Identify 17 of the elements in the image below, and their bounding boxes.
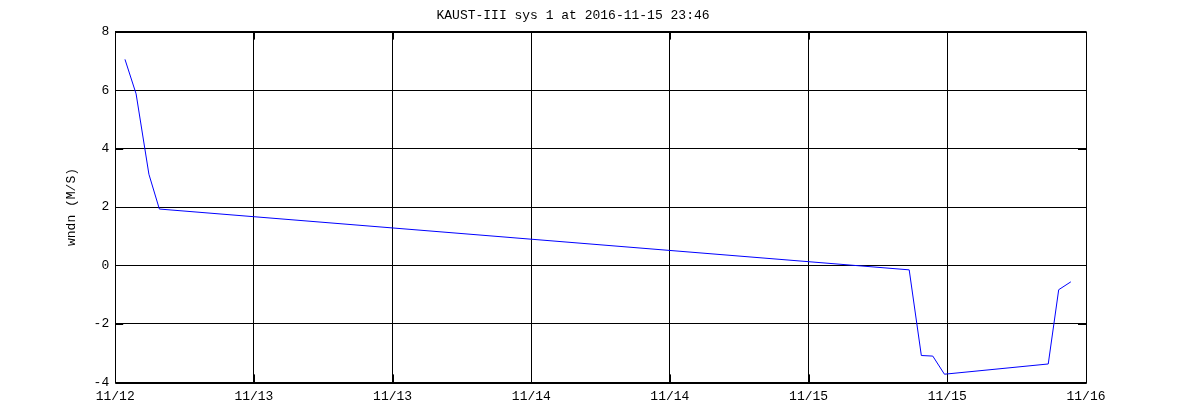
y-tick-label: 6 bbox=[101, 82, 110, 98]
x-tick-label: 11/16 bbox=[1066, 388, 1106, 404]
chart-title: KAUST-III sys 1 at 2016-11-15 23:46 bbox=[436, 8, 710, 24]
y-tick-label: -2 bbox=[93, 316, 110, 332]
x-tick-label: 11/13 bbox=[234, 388, 274, 404]
y-tick-label: -4 bbox=[93, 374, 110, 390]
x-tick-label: 11/12 bbox=[95, 388, 135, 404]
x-tick-label: 11/15 bbox=[789, 388, 829, 404]
y-tick-label: 4 bbox=[101, 140, 110, 156]
y-tick-label: 0 bbox=[101, 257, 110, 273]
y-axis-title: wndn (M/S) bbox=[64, 167, 80, 247]
x-tick-label: 11/13 bbox=[373, 388, 413, 404]
x-tick-label: 11/15 bbox=[927, 388, 967, 404]
y-tick-label: 2 bbox=[101, 199, 110, 215]
x-tick-label: 11/14 bbox=[650, 388, 690, 404]
y-tick-label: 8 bbox=[101, 24, 110, 40]
x-tick-label: 11/14 bbox=[511, 388, 552, 404]
